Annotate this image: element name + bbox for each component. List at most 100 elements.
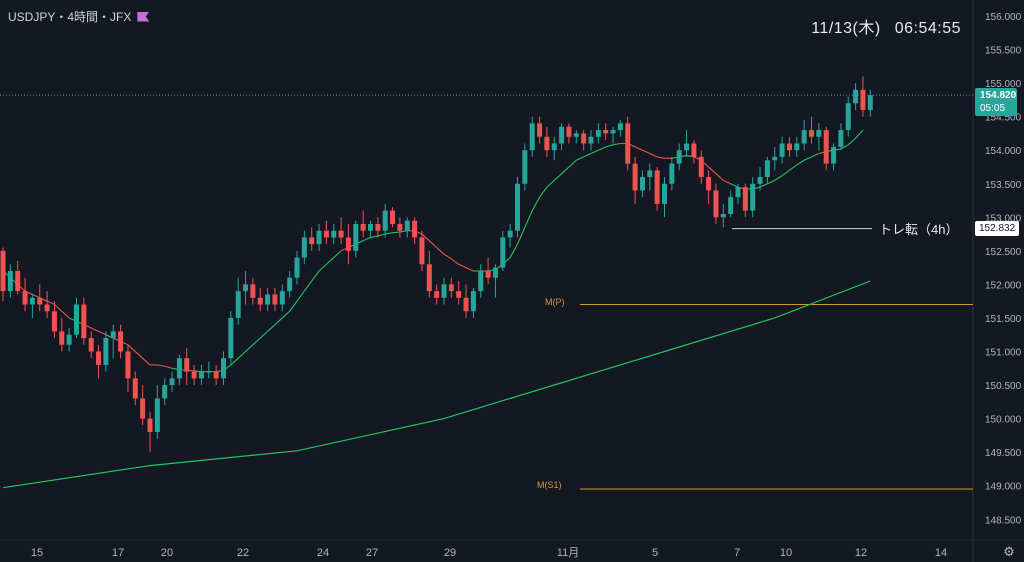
ma-short-segment: [32, 293, 40, 299]
candle: [573, 130, 579, 144]
ma-short-segment: [524, 210, 533, 228]
candle: [125, 344, 131, 392]
ma-long-line: [2, 280, 871, 489]
ma-short-segment: [803, 156, 812, 161]
candle: [515, 177, 520, 238]
candle: [301, 230, 307, 265]
y-tick-label: 152.000: [985, 280, 1022, 291]
candle-body: [610, 130, 616, 134]
candle: [662, 177, 667, 218]
gear-icon[interactable]: ⚙: [1003, 544, 1015, 559]
x-tick-label: 14: [935, 547, 947, 559]
ma-short-segment: [127, 344, 136, 352]
ma-short-segment: [730, 183, 739, 188]
candle-body: [573, 133, 579, 137]
candle-body: [88, 338, 94, 352]
candle-body: [59, 331, 65, 345]
candle-body: [132, 378, 138, 399]
pivot-s1-label: M(S1): [537, 480, 562, 490]
candle: [7, 264, 13, 298]
candle-body: [96, 351, 102, 365]
candle-body: [794, 143, 800, 151]
candle-body: [257, 297, 263, 305]
ma-short-segment: [781, 169, 790, 177]
candle: [492, 264, 498, 298]
candle: [184, 348, 190, 386]
x-tick-label: 15: [31, 547, 43, 559]
ma-short-segment: [46, 300, 55, 306]
candle: [176, 354, 182, 386]
candle-body: [191, 371, 197, 379]
candle-body: [757, 177, 763, 184]
candle-body: [228, 317, 234, 359]
candle: [654, 166, 660, 211]
date-text: 11/13(木): [811, 20, 881, 37]
candle-body: [382, 210, 388, 231]
candle: [647, 163, 653, 191]
ma-short-segment: [568, 159, 577, 168]
bookmark-flag-icon[interactable]: [137, 11, 150, 22]
pivot-p-label: M(P): [545, 297, 565, 307]
ma-short-segment: [855, 129, 864, 139]
candle: [485, 257, 491, 285]
candle: [118, 324, 124, 359]
candle: [132, 371, 138, 406]
ma-short-segment: [458, 263, 467, 269]
ma-short-segment: [723, 179, 731, 185]
candle: [15, 260, 21, 295]
candle: [44, 291, 50, 318]
candle-body: [500, 237, 506, 268]
candle-body: [7, 270, 13, 292]
candle: [250, 277, 256, 305]
candle-body: [588, 136, 594, 144]
candle: [309, 227, 315, 251]
ma-short-segment: [245, 344, 254, 352]
ma-short-segment: [598, 146, 606, 151]
candle-body: [720, 213, 726, 218]
candle: [37, 284, 43, 312]
candle-body: [750, 183, 756, 211]
candle-body: [316, 230, 322, 245]
candle: [537, 116, 543, 144]
candle: [676, 143, 682, 171]
candle: [794, 136, 800, 157]
candle: [456, 281, 462, 305]
ma-short-segment: [296, 290, 305, 302]
candle-body: [140, 398, 146, 419]
candle: [323, 220, 329, 245]
candle: [728, 190, 734, 218]
candle-body: [198, 371, 204, 379]
ma-short-segment: [326, 257, 335, 265]
candle-body: [779, 143, 785, 157]
candle-body: [867, 95, 873, 110]
candle: [441, 277, 447, 305]
ma-short-segment: [590, 149, 599, 155]
candle-body: [37, 297, 43, 305]
candle: [338, 217, 344, 245]
candle: [713, 183, 719, 225]
ma-short-segment: [194, 370, 202, 373]
candle: [463, 284, 469, 318]
ma-short-segment: [649, 153, 658, 158]
candle: [551, 136, 557, 161]
x-tick-label: 11月: [557, 547, 579, 559]
candle: [779, 136, 785, 164]
candle: [316, 224, 322, 251]
ma-short-segment: [428, 240, 438, 248]
candle: [360, 210, 366, 238]
candle-body: [581, 133, 587, 144]
candle: [243, 270, 249, 305]
candle-body: [434, 291, 440, 298]
ma-short-segment: [98, 330, 107, 336]
candle-body: [272, 294, 278, 305]
ma-short-segment: [377, 233, 386, 237]
candle: [603, 123, 609, 141]
candle: [228, 311, 234, 365]
candle-body: [537, 123, 543, 137]
candle-body: [669, 163, 675, 184]
candle: [566, 123, 572, 144]
candle-body: [654, 170, 660, 204]
candle-body: [860, 89, 866, 110]
candle-body: [184, 358, 190, 372]
